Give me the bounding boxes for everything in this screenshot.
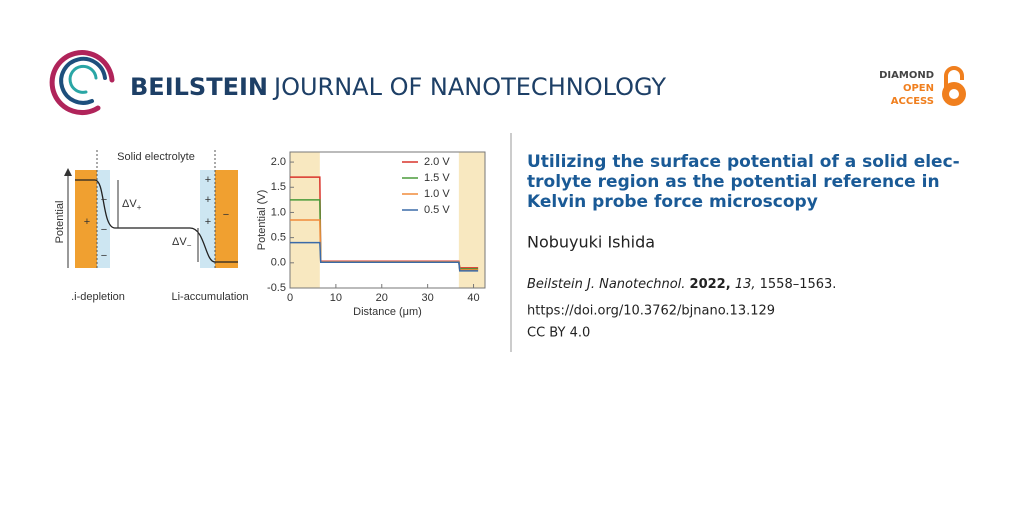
y-tick-label: 0.0: [271, 257, 286, 269]
y-axis-label: Potential (V): [256, 190, 268, 251]
open-access-icon: [942, 66, 966, 106]
author: Nobuyuki Ishida: [527, 233, 655, 252]
badge-text: DIAMOND: [879, 70, 934, 81]
sign: −: [101, 194, 107, 206]
sign: +: [84, 216, 90, 228]
y-tick-label: 1.0: [271, 206, 286, 218]
legend-label: 2.0 V: [424, 156, 450, 168]
badge-text: ACCESS: [891, 96, 934, 107]
label: Solid electrolyte: [117, 151, 195, 163]
sign: −: [101, 250, 107, 262]
label: .i-depletion: [71, 291, 125, 303]
y-tick-label: 1.5: [271, 181, 286, 193]
x-tick-label: 0: [287, 292, 293, 304]
x-tick-label: 40: [467, 292, 479, 304]
chart: 2.0 1.5 1.0 0.5 0.0 -0.50 10 20 30 40 Distance (μm…: [256, 151, 486, 318]
sign: +: [205, 174, 211, 186]
license: CC BY 4.0: [527, 326, 590, 341]
title-line: Utilizing the surface potential of a sol…: [527, 152, 960, 172]
shaded-region: [458, 152, 485, 288]
legend-label: 1.5 V: [424, 172, 450, 184]
logo: [49, 50, 115, 116]
citation: Beilstein J. Nanotechnol. 2022, 13, 1558…: [527, 277, 836, 292]
x-tick-label: 10: [330, 292, 342, 304]
legend-label: 0.5 V: [424, 204, 450, 216]
y-tick-label: 2.0: [271, 156, 286, 168]
x-axis-label: Distance (μm): [353, 306, 422, 318]
schematic: Solid electrolyte Potential + − − − + + …: [54, 150, 249, 303]
label: Li-accumulation: [171, 291, 248, 303]
title-line: Kelvin probe force microscopy: [527, 192, 818, 212]
x-tick-label: 30: [422, 292, 434, 304]
annotation: ΔV+: [122, 198, 142, 212]
sign: +: [205, 216, 211, 228]
y-tick-label: 0.5: [271, 232, 286, 244]
axis-label: Potential: [54, 201, 66, 244]
y-tick-label: -0.5: [267, 282, 286, 294]
sign: +: [205, 194, 211, 206]
badge-text: OPEN: [903, 83, 934, 94]
title-line: trolyte region as the potential referenc…: [527, 172, 940, 192]
series-line: [290, 241, 479, 272]
doi[interactable]: https://doi.org/10.3762/bjnano.13.129: [527, 304, 775, 319]
article: Utilizing the surface potential of a sol…: [527, 152, 960, 341]
legend-label: 1.0 V: [424, 188, 450, 200]
sign: −: [101, 224, 107, 236]
annotation: ΔV−: [172, 236, 192, 250]
x-tick-label: 20: [376, 292, 388, 304]
sign: −: [223, 209, 229, 221]
brand: BEILSTEIN JOURNAL OF NANOTECHNOLOGY: [130, 73, 666, 101]
